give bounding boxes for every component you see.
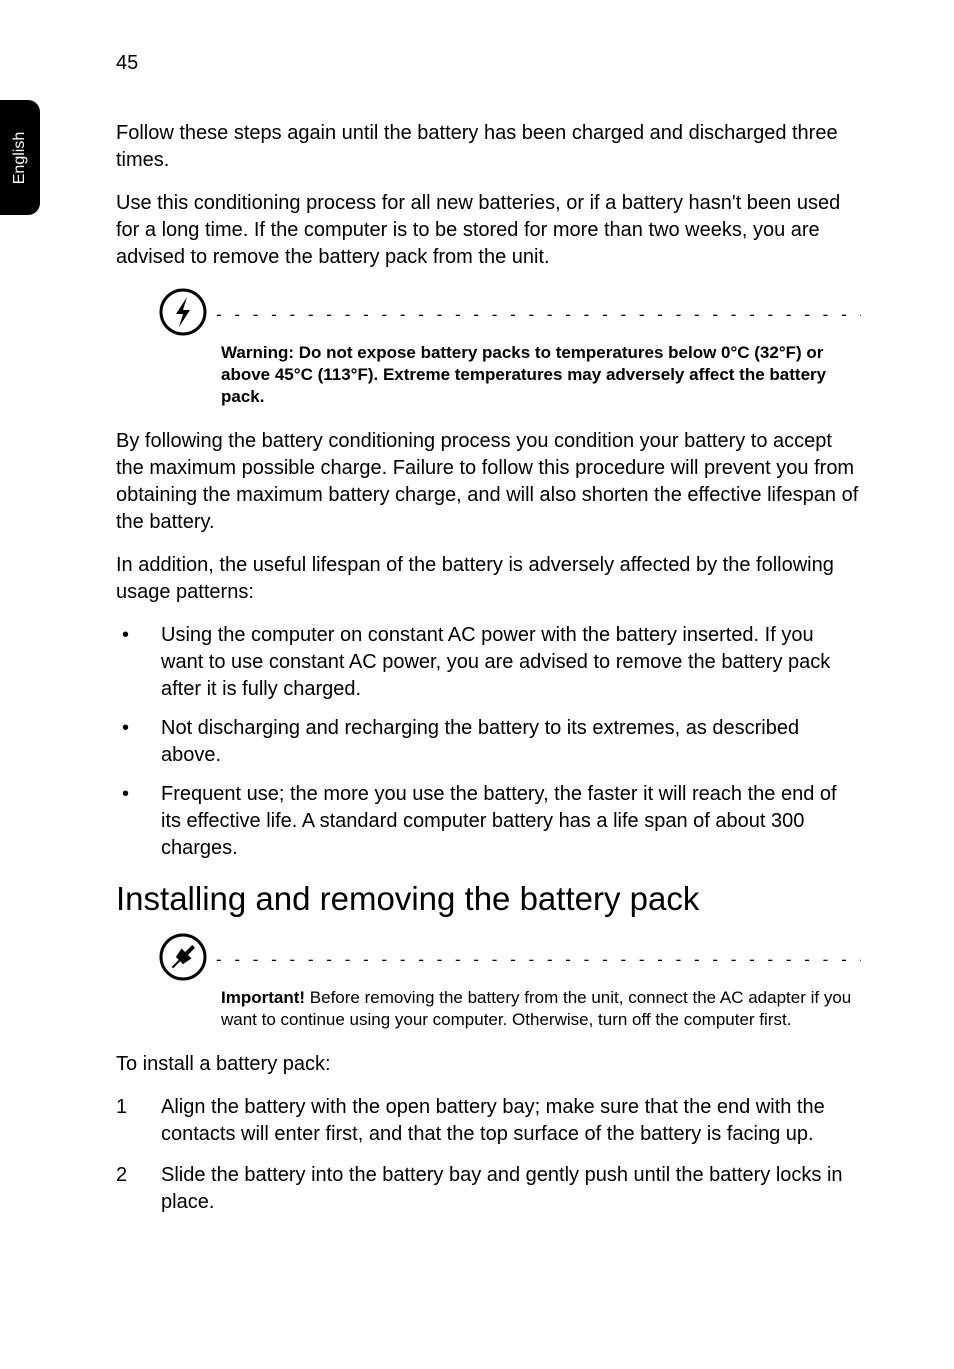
list-item: • Not discharging and recharging the bat… (116, 715, 861, 769)
important-callout: - - - - - - - - - - - - - - - - - - - - … (116, 932, 861, 1031)
bullet-list: • Using the computer on constant AC powe… (116, 622, 861, 862)
list-item: • Using the computer on constant AC powe… (116, 622, 861, 703)
list-item: 2 Slide the battery into the battery bay… (116, 1162, 861, 1216)
page-content: Follow these steps again until the batte… (116, 120, 861, 1234)
warning-callout: - - - - - - - - - - - - - - - - - - - - … (116, 287, 861, 408)
warning-bolt-icon (158, 287, 208, 342)
tab-label: English (11, 131, 29, 183)
bullet-text: Frequent use; the more you use the batte… (161, 781, 861, 862)
section-heading: Installing and removing the battery pack (116, 880, 861, 918)
step-text: Align the battery with the open battery … (161, 1094, 861, 1148)
paragraph-5: To install a battery pack: (116, 1051, 861, 1078)
callout-divider: - - - - - - - - - - - - - - - - - - - - … (216, 305, 861, 325)
step-number: 1 (116, 1094, 161, 1148)
important-body: Before removing the battery from the uni… (221, 988, 851, 1029)
callout-header: - - - - - - - - - - - - - - - - - - - - … (158, 287, 861, 342)
important-text: Important! Before removing the battery f… (221, 987, 856, 1031)
callout-header: - - - - - - - - - - - - - - - - - - - - … (158, 932, 861, 987)
list-item: • Frequent use; the more you use the bat… (116, 781, 861, 862)
bullet-marker: • (116, 715, 161, 769)
list-item: 1 Align the battery with the open batter… (116, 1094, 861, 1148)
bullet-text: Not discharging and recharging the batte… (161, 715, 861, 769)
bullet-marker: • (116, 781, 161, 862)
step-text: Slide the battery into the battery bay a… (161, 1162, 861, 1216)
paragraph-3: By following the battery conditioning pr… (116, 428, 861, 536)
callout-divider: - - - - - - - - - - - - - - - - - - - - … (216, 950, 861, 970)
bullet-text: Using the computer on constant AC power … (161, 622, 861, 703)
paragraph-1: Follow these steps again until the batte… (116, 120, 861, 174)
warning-text: Warning: Do not expose battery packs to … (221, 342, 856, 408)
page-number: 45 (116, 52, 138, 75)
paragraph-2: Use this conditioning process for all ne… (116, 190, 861, 271)
step-number: 2 (116, 1162, 161, 1216)
paragraph-4: In addition, the useful lifespan of the … (116, 552, 861, 606)
important-lead: Important! (221, 988, 305, 1007)
bullet-marker: • (116, 622, 161, 703)
language-tab: English (0, 100, 40, 215)
important-pin-icon (158, 932, 208, 987)
step-list: 1 Align the battery with the open batter… (116, 1094, 861, 1216)
